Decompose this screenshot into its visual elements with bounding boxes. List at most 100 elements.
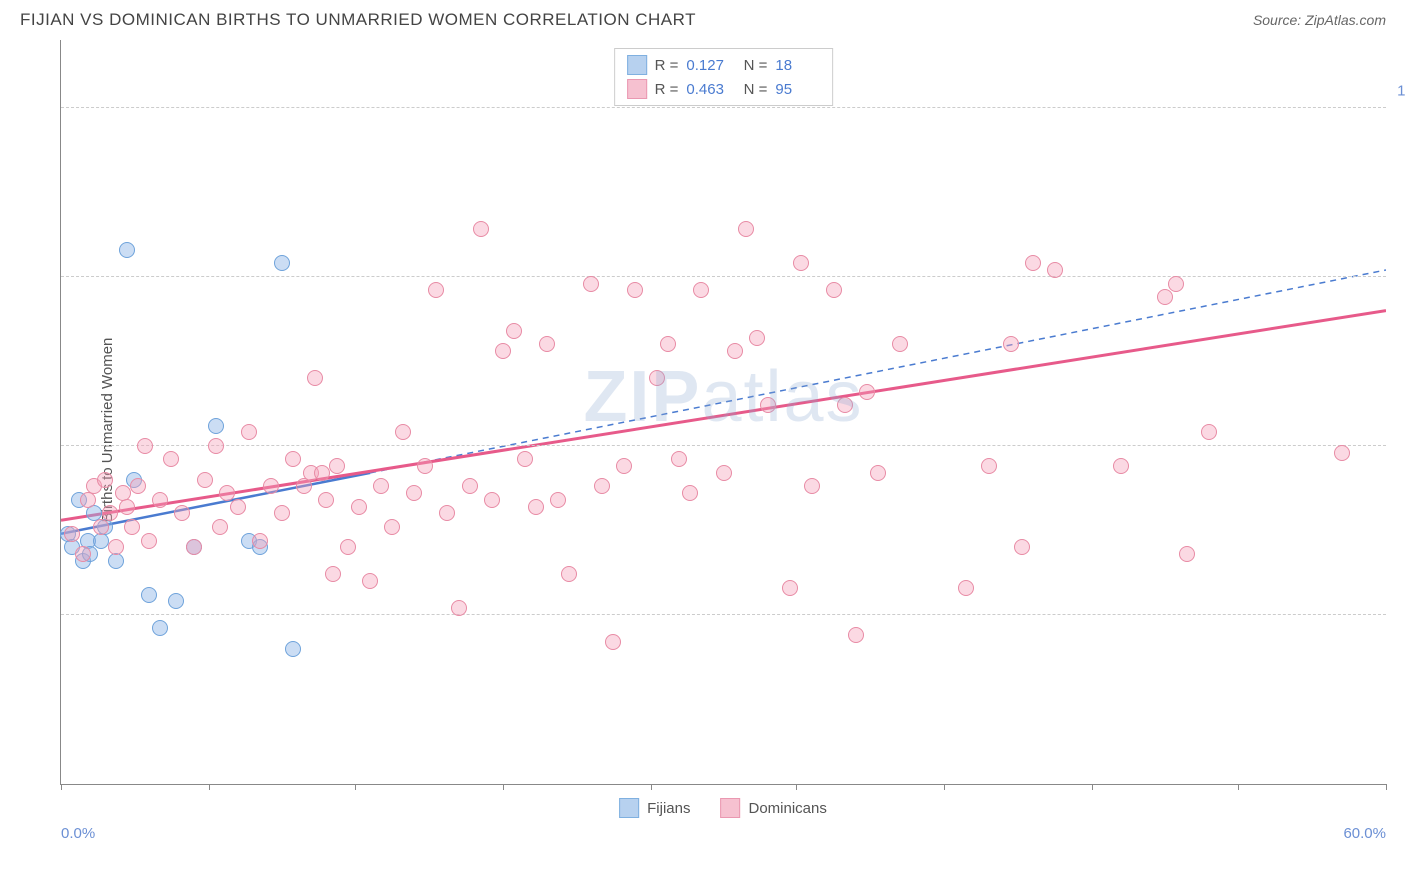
scatter-point <box>252 533 268 549</box>
watermark: ZIPatlas <box>583 356 863 438</box>
scatter-point <box>528 499 544 515</box>
x-tick <box>355 784 356 790</box>
scatter-point <box>870 465 886 481</box>
x-tick <box>651 784 652 790</box>
scatter-point <box>137 438 153 454</box>
scatter-point <box>168 593 184 609</box>
x-tick <box>1386 784 1387 790</box>
scatter-point <box>782 580 798 596</box>
scatter-point <box>75 546 91 562</box>
scatter-point <box>693 282 709 298</box>
scatter-point <box>837 397 853 413</box>
scatter-point <box>197 472 213 488</box>
legend-r-value: 0.463 <box>686 81 731 98</box>
scatter-point <box>130 478 146 494</box>
scatter-point <box>561 566 577 582</box>
legend-r-label: R = <box>655 57 679 74</box>
legend-swatch <box>619 798 639 818</box>
scatter-point <box>241 424 257 440</box>
scatter-point <box>473 221 489 237</box>
scatter-point <box>141 533 157 549</box>
scatter-point <box>451 600 467 616</box>
scatter-point <box>340 539 356 555</box>
scatter-point <box>550 492 566 508</box>
x-tick <box>796 784 797 790</box>
plot-area: ZIPatlas R = 0.127 N = 18R = 0.463 N = 9… <box>60 40 1386 785</box>
scatter-point <box>208 418 224 434</box>
chart-header: FIJIAN VS DOMINICAN BIRTHS TO UNMARRIED … <box>0 0 1406 35</box>
scatter-point <box>318 492 334 508</box>
gridline <box>61 445 1386 446</box>
scatter-point <box>616 458 632 474</box>
scatter-point <box>1113 458 1129 474</box>
legend-swatch <box>627 79 647 99</box>
legend-series-label: Fijians <box>647 800 690 817</box>
scatter-point <box>97 472 113 488</box>
x-tick <box>1092 784 1093 790</box>
scatter-point <box>307 370 323 386</box>
legend-n-value: 95 <box>775 81 820 98</box>
scatter-point <box>263 478 279 494</box>
scatter-point <box>1157 289 1173 305</box>
scatter-point <box>93 519 109 535</box>
scatter-point <box>64 526 80 542</box>
scatter-point <box>660 336 676 352</box>
y-tick-label: 25.0% <box>1393 589 1406 606</box>
legend-series: FijiansDominicans <box>619 798 827 818</box>
scatter-point <box>219 485 235 501</box>
scatter-point <box>395 424 411 440</box>
scatter-point <box>484 492 500 508</box>
trend-lines <box>61 40 1386 784</box>
scatter-point <box>1201 424 1217 440</box>
legend-n-label: N = <box>739 57 767 74</box>
chart-source: Source: ZipAtlas.com <box>1253 12 1386 28</box>
scatter-point <box>462 478 478 494</box>
scatter-point <box>274 255 290 271</box>
scatter-point <box>373 478 389 494</box>
scatter-point <box>152 620 168 636</box>
scatter-point <box>738 221 754 237</box>
scatter-point <box>212 519 228 535</box>
scatter-point <box>627 282 643 298</box>
scatter-point <box>351 499 367 515</box>
scatter-point <box>174 505 190 521</box>
legend-r-value: 0.127 <box>686 57 731 74</box>
scatter-point <box>124 519 140 535</box>
scatter-point <box>417 458 433 474</box>
scatter-point <box>594 478 610 494</box>
scatter-point <box>274 505 290 521</box>
scatter-point <box>428 282 444 298</box>
gridline <box>61 107 1386 108</box>
x-tick <box>1238 784 1239 790</box>
scatter-point <box>186 539 202 555</box>
scatter-point <box>671 451 687 467</box>
gridline <box>61 614 1386 615</box>
legend-correlation-row: R = 0.127 N = 18 <box>627 53 821 77</box>
scatter-point <box>119 499 135 515</box>
scatter-point <box>119 242 135 258</box>
scatter-point <box>495 343 511 359</box>
scatter-point <box>517 451 533 467</box>
scatter-point <box>208 438 224 454</box>
scatter-point <box>325 566 341 582</box>
scatter-point <box>1334 445 1350 461</box>
legend-r-label: R = <box>655 81 679 98</box>
scatter-point <box>682 485 698 501</box>
y-tick-label: 50.0% <box>1393 420 1406 437</box>
x-tick <box>61 784 62 790</box>
scatter-point <box>649 370 665 386</box>
scatter-point <box>108 539 124 555</box>
scatter-point <box>230 499 246 515</box>
legend-n-value: 18 <box>775 57 820 74</box>
scatter-point <box>439 505 455 521</box>
scatter-point <box>1014 539 1030 555</box>
scatter-point <box>1025 255 1041 271</box>
scatter-point <box>1047 262 1063 278</box>
scatter-point <box>1003 336 1019 352</box>
chart-title: FIJIAN VS DOMINICAN BIRTHS TO UNMARRIED … <box>20 10 696 30</box>
scatter-point <box>716 465 732 481</box>
scatter-point <box>285 641 301 657</box>
gridline <box>61 276 1386 277</box>
legend-swatch <box>627 55 647 75</box>
scatter-point <box>605 634 621 650</box>
